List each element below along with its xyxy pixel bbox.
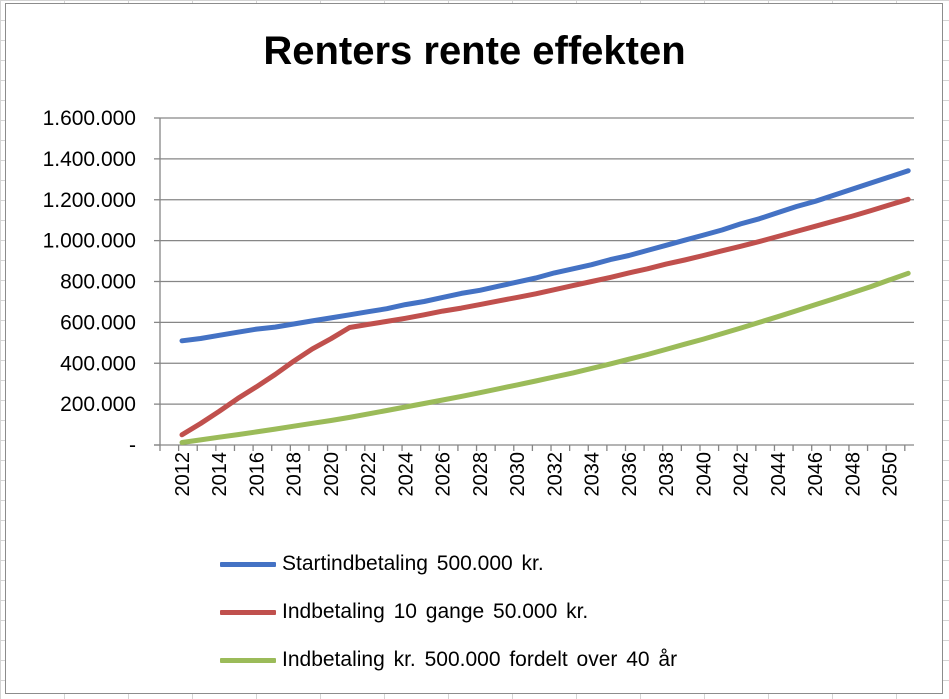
- x-tick-label: 2016: [246, 452, 268, 497]
- series-lines: [179, 168, 911, 445]
- x-tick-label: 2034: [582, 452, 604, 497]
- x-tick-label: 2044: [768, 452, 790, 497]
- x-tick-label: 2038: [656, 452, 678, 497]
- y-tick-label: 400.000: [60, 352, 136, 375]
- x-tick-label: 2020: [321, 452, 343, 497]
- x-tick-label: 2040: [693, 452, 715, 497]
- series-line-0: [179, 168, 911, 344]
- y-tick-label: 1.200.000: [43, 189, 136, 212]
- x-tick-label: 2048: [842, 452, 864, 497]
- legend-swatch-blue: [220, 561, 276, 567]
- legend-item-10-gange: Indbetaling 10 gange 50.000 kr.: [220, 588, 840, 636]
- x-tick-label: 2028: [470, 452, 492, 497]
- legend-label: Startindbetaling 500.000 kr.: [282, 552, 544, 575]
- x-tick-label: 2030: [507, 452, 529, 497]
- x-tick-label: 2026: [433, 452, 455, 497]
- x-tick-label: 2032: [544, 452, 566, 497]
- x-tick-label: 2042: [731, 452, 753, 497]
- gridlines: [160, 117, 914, 405]
- y-tick-label: 800.000: [60, 271, 136, 294]
- y-tick-label: 1.000.000: [43, 230, 136, 253]
- x-tick-label: 2046: [805, 452, 827, 497]
- y-tick-label: 1.400.000: [43, 148, 136, 171]
- series-line-2: [179, 270, 911, 445]
- y-tick-label: 200.000: [60, 393, 136, 416]
- x-tick-label: 2022: [358, 452, 380, 497]
- legend-swatch-green: [220, 657, 276, 663]
- legend-swatch-red: [220, 609, 276, 615]
- x-tick-label: 2012: [172, 452, 194, 497]
- legend-item-startindbetaling: Startindbetaling 500.000 kr.: [220, 540, 840, 588]
- x-tick-label: 2036: [619, 452, 641, 497]
- legend-item-fordelt-40-aar: Indbetaling kr. 500.000 fordelt over 40 …: [220, 636, 840, 684]
- x-tick-label: 2050: [880, 452, 902, 497]
- x-tick-label: 2024: [395, 452, 417, 497]
- chart-title: Renters rente effekten: [263, 29, 686, 73]
- y-axis: - 200.000 400.000 600.000 800.000 1.000.000 1.…: [43, 107, 161, 457]
- x-tick-label: 2014: [209, 452, 231, 497]
- legend-label: Indbetaling kr. 500.000 fordelt over 40 …: [282, 648, 678, 671]
- y-tick-label: 1.600.000: [43, 107, 136, 130]
- x-axis: 2012 2014 2016 2018 2020 2022 2024 2026 2028 2030…: [154, 444, 914, 497]
- x-tick-label: 2018: [284, 452, 306, 497]
- legend-label: Indbetaling 10 gange 50.000 kr.: [282, 600, 589, 623]
- series-line-1: [179, 196, 911, 438]
- y-tick-label: -: [129, 434, 136, 457]
- legend: Startindbetaling 500.000 kr. Indbetaling…: [220, 540, 840, 684]
- y-tick-label: 600.000: [60, 311, 136, 334]
